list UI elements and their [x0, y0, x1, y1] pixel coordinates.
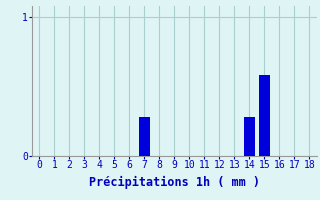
Bar — [259, 75, 269, 156]
Bar — [139, 117, 150, 156]
X-axis label: Précipitations 1h ( mm ): Précipitations 1h ( mm ) — [89, 176, 260, 189]
Bar — [244, 117, 255, 156]
